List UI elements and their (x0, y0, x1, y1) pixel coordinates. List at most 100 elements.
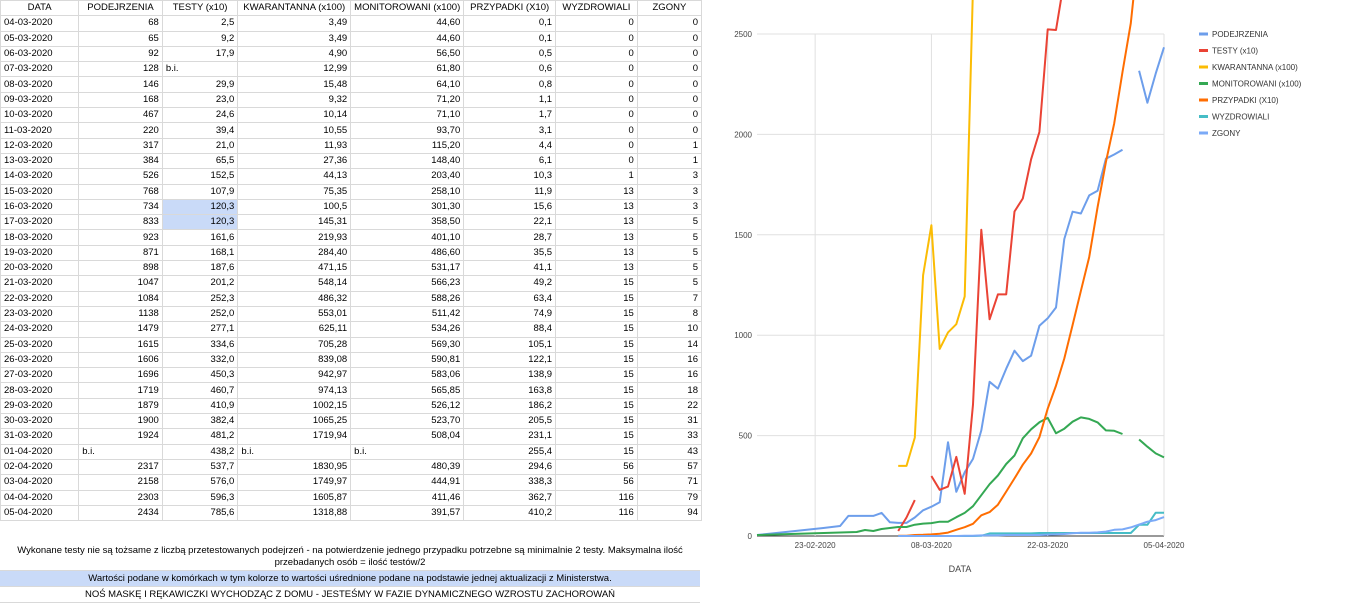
table-cell[interactable]: 486,60 (350, 244, 465, 262)
table-cell[interactable]: 0 (636, 30, 702, 47)
table-cell[interactable]: 258,10 (350, 183, 465, 200)
table-cell[interactable]: 534,26 (350, 321, 465, 338)
date-cell[interactable]: 20-03-2020 (0, 260, 80, 277)
table-cell[interactable]: 71 (636, 474, 702, 491)
table-cell[interactable]: 13 (555, 183, 638, 200)
table-cell[interactable]: 13 (555, 214, 638, 231)
table-cell[interactable]: 1 (636, 137, 702, 154)
table-cell[interactable]: 88,4 (463, 321, 557, 338)
table-cell[interactable]: 481,2 (161, 428, 239, 445)
table-cell[interactable]: 1749,97 (237, 474, 352, 491)
table-cell[interactable]: 255,4 (463, 443, 557, 460)
table-cell[interactable]: 301,30 (350, 198, 465, 216)
table-cell[interactable]: 768 (78, 183, 163, 200)
table-cell[interactable]: 6,1 (463, 152, 557, 170)
table-cell[interactable]: 64,10 (350, 76, 465, 93)
table-cell[interactable]: 13 (555, 244, 638, 262)
date-cell[interactable]: 02-04-2020 (0, 458, 80, 476)
table-cell[interactable]: 332,0 (161, 351, 239, 369)
table-cell[interactable]: 168 (78, 91, 163, 109)
table-cell[interactable]: 163,8 (463, 382, 557, 399)
table-cell[interactable]: 277,1 (161, 321, 239, 338)
table-cell[interactable]: 75,35 (237, 183, 352, 200)
date-cell[interactable]: 10-03-2020 (0, 107, 80, 124)
table-cell[interactable]: 1900 (78, 413, 163, 430)
table-cell[interactable]: 410,9 (161, 397, 239, 415)
table-cell[interactable]: 15,6 (463, 198, 557, 216)
table-cell[interactable]: 569,30 (350, 336, 465, 353)
table-cell[interactable]: 942,97 (237, 367, 352, 384)
table-cell[interactable]: 871 (78, 244, 163, 262)
table-cell[interactable]: 231,1 (463, 428, 557, 445)
table-cell[interactable]: 1924 (78, 428, 163, 445)
table-cell[interactable]: 294,6 (463, 458, 557, 476)
table-cell[interactable]: 33 (636, 428, 702, 445)
table-cell[interactable]: 450,3 (161, 367, 239, 384)
table-cell[interactable]: 0,1 (463, 30, 557, 47)
table-cell[interactable]: 10,3 (463, 168, 557, 185)
column-header[interactable]: WYZDROWIALI (555, 0, 638, 17)
column-header[interactable]: DATA (0, 0, 80, 17)
table-cell[interactable]: 523,70 (350, 413, 465, 430)
date-cell[interactable]: 05-04-2020 (0, 504, 80, 522)
table-cell[interactable]: 9,2 (161, 30, 239, 47)
table-cell[interactable]: 92 (78, 45, 163, 63)
date-cell[interactable]: 06-03-2020 (0, 45, 80, 63)
table-cell[interactable]: 21,0 (161, 137, 239, 154)
table-cell[interactable]: 15 (555, 275, 638, 292)
table-cell[interactable]: 116 (555, 489, 638, 506)
table-cell[interactable]: 65,5 (161, 152, 239, 170)
table-cell[interactable]: 1719,94 (237, 428, 352, 445)
table-cell[interactable]: 23,0 (161, 91, 239, 109)
table-cell[interactable]: 28,7 (463, 229, 557, 246)
table-cell[interactable]: 4,4 (463, 137, 557, 154)
date-cell[interactable]: 23-03-2020 (0, 305, 80, 323)
table-cell[interactable]: 1318,88 (237, 504, 352, 522)
table-cell[interactable]: 115,20 (350, 137, 465, 154)
table-cell[interactable]: 5 (636, 214, 702, 231)
table-cell[interactable]: 2434 (78, 504, 163, 522)
table-cell[interactable]: 401,10 (350, 229, 465, 246)
table-cell[interactable]: 15 (555, 382, 638, 399)
table-cell[interactable]: 1615 (78, 336, 163, 353)
table-cell[interactable]: 1606 (78, 351, 163, 369)
table-cell[interactable]: 79 (636, 489, 702, 506)
table-cell[interactable]: 1830,95 (237, 458, 352, 476)
table-cell[interactable]: 16 (636, 367, 702, 384)
table-cell[interactable]: 252,0 (161, 305, 239, 323)
table-cell[interactable]: 68 (78, 15, 163, 32)
table-cell[interactable]: 898 (78, 260, 163, 277)
table-cell[interactable]: 974,13 (237, 382, 352, 399)
table-cell[interactable]: 923 (78, 229, 163, 246)
table-cell[interactable]: 15 (555, 336, 638, 353)
table-cell[interactable]: 100,5 (237, 198, 352, 216)
table-cell[interactable]: 553,01 (237, 305, 352, 323)
date-cell[interactable]: 03-04-2020 (0, 474, 80, 491)
table-cell[interactable]: 0 (555, 152, 638, 170)
table-cell[interactable]: 15 (555, 321, 638, 338)
table-cell[interactable]: 148,40 (350, 152, 465, 170)
date-cell[interactable]: 04-03-2020 (0, 15, 80, 32)
table-cell[interactable]: 0 (555, 61, 638, 78)
table-cell[interactable]: 362,7 (463, 489, 557, 506)
table-cell[interactable]: 5 (636, 244, 702, 262)
table-cell[interactable]: 201,2 (161, 275, 239, 292)
table-cell[interactable]: 56 (555, 474, 638, 491)
table-cell[interactable]: 2,5 (161, 15, 239, 32)
table-cell[interactable]: 5 (636, 275, 702, 292)
table-cell[interactable]: 785,6 (161, 504, 239, 522)
table-cell[interactable]: 15 (555, 443, 638, 460)
table-cell[interactable]: 508,04 (350, 428, 465, 445)
table-cell[interactable]: 15,48 (237, 76, 352, 93)
date-cell[interactable]: 01-04-2020 (0, 443, 80, 460)
table-cell[interactable]: 15 (555, 397, 638, 415)
table-cell[interactable]: 15 (555, 305, 638, 323)
table-cell[interactable]: 334,6 (161, 336, 239, 353)
table-cell[interactable]: 56 (555, 458, 638, 476)
column-header[interactable]: PRZYPADKI (X10) (463, 0, 557, 17)
table-cell[interactable]: 1084 (78, 290, 163, 307)
table-cell[interactable]: 11,93 (237, 137, 352, 154)
table-cell[interactable]: 839,08 (237, 351, 352, 369)
table-cell[interactable]: 0 (636, 76, 702, 93)
table-cell[interactable]: 0 (636, 45, 702, 63)
